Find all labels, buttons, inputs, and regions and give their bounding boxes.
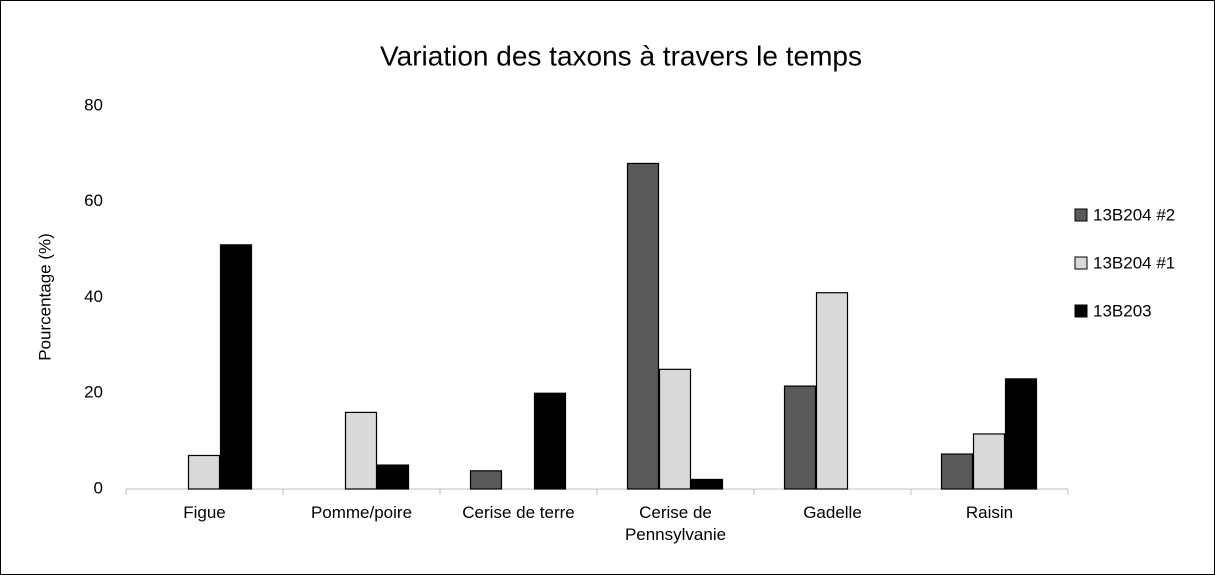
- legend-label: 13B204 #2: [1093, 205, 1175, 224]
- x-tick-label: Cerise de terre: [462, 503, 575, 522]
- bar: [626, 162, 660, 490]
- bar: [972, 433, 1006, 490]
- bar: [219, 244, 253, 490]
- y-tick-label: 60: [84, 191, 103, 210]
- bar: [344, 411, 378, 490]
- y-tick-label: 20: [84, 383, 103, 402]
- bar: [940, 453, 974, 490]
- x-tick-label: Figue: [183, 503, 226, 522]
- bar: [1004, 378, 1038, 490]
- bar: [469, 470, 503, 490]
- bar: [187, 454, 221, 490]
- legend-swatch: [1074, 304, 1088, 318]
- bar: [783, 385, 817, 490]
- y-tick-label: 0: [94, 478, 103, 497]
- bar: [815, 292, 849, 490]
- bar: [658, 368, 692, 490]
- legend-label: 13B203: [1093, 301, 1152, 320]
- legend-swatch: [1074, 256, 1088, 270]
- legend-swatch: [1074, 208, 1088, 222]
- bar: [690, 478, 724, 490]
- x-tick-label: Raisin: [965, 503, 1014, 522]
- y-tick-label: 80: [84, 95, 103, 114]
- bar: [533, 392, 567, 490]
- x-tick-label: Cerise de Pennsylvanie: [624, 503, 727, 544]
- x-tick-label: Pomme/poire: [310, 503, 413, 522]
- y-axis-label: Pourcentage (%): [35, 233, 54, 361]
- legend-label: 13B204 #1: [1093, 253, 1175, 272]
- x-tick-label: Gadelle: [803, 503, 862, 522]
- chart-title: Variation des taxons à travers le temps: [380, 40, 862, 71]
- bar: [376, 464, 410, 490]
- y-tick-label: 40: [84, 287, 103, 306]
